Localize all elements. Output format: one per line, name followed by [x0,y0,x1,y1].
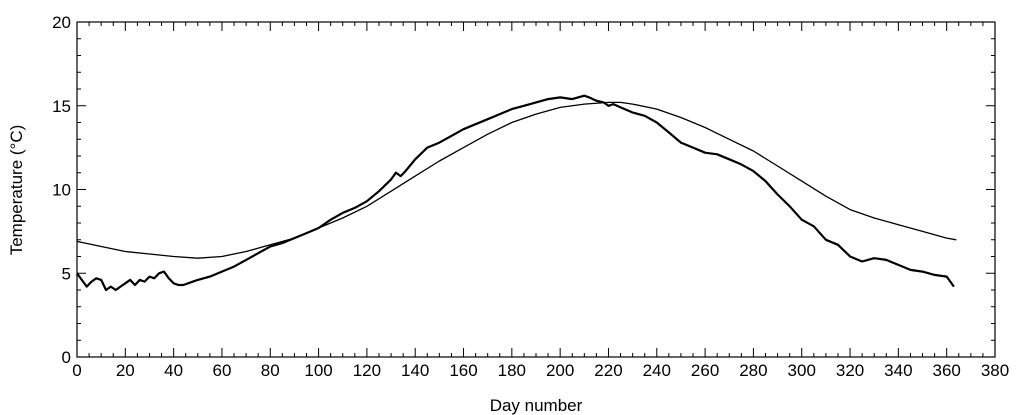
series-line-smooth [76,101,957,259]
x-tick-label: 200 [546,361,574,380]
axis-tick-labels: 0 20 40 60 80 100 120 140 160 180 200 220 240 260 280 3… [52,13,1009,380]
x-tick-label: 120 [353,361,381,380]
x-tick-label: 0 [72,361,81,380]
x-tick-label: 380 [981,361,1009,380]
x-tick-label: 140 [401,361,429,380]
x-tick-label: 260 [691,361,719,380]
x-tick-label: 40 [164,361,183,380]
axis-ticks [76,21,996,358]
x-tick-label: 60 [212,361,231,380]
x-tick-label: 300 [788,361,816,380]
x-tick-label: 320 [836,361,864,380]
y-axis-title: Temperature (°C) [7,125,26,256]
x-tick-label: 340 [884,361,912,380]
y-tick-label: 0 [62,348,71,367]
x-tick-label: 240 [643,361,671,380]
y-tick-label: 15 [52,97,71,116]
x-tick-label: 80 [261,361,280,380]
y-tick-label: 20 [52,13,71,32]
series-layer [76,94,957,292]
x-tick-label: 220 [594,361,622,380]
series-line-observed [76,94,955,292]
x-axis-title: Day number [490,396,583,415]
x-tick-label: 280 [739,361,767,380]
plot-frame [76,21,996,358]
x-tick-label: 360 [932,361,960,380]
x-tick-label: 100 [304,361,332,380]
x-tick-label: 180 [498,361,526,380]
x-tick-label: 20 [116,361,135,380]
y-tick-label: 10 [52,181,71,200]
y-tick-label: 5 [62,264,71,283]
x-tick-label: 160 [449,361,477,380]
